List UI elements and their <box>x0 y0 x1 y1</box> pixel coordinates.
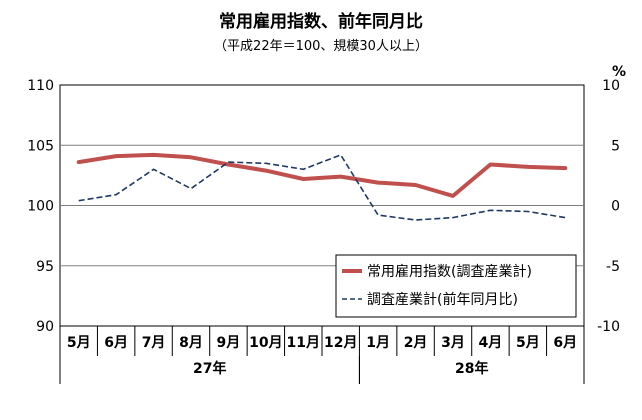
y-right-tick-label: 10 <box>602 78 620 94</box>
x-tick-label: 6月 <box>553 335 577 351</box>
chart-subtitle: （平成22年＝100、規模30人以上） <box>214 39 428 54</box>
x-tick-label: 12月 <box>324 335 357 351</box>
y-left-tick-label: 95 <box>36 259 54 275</box>
series-line-yoy <box>78 153 566 221</box>
y-right-tick-label: -5 <box>606 259 620 275</box>
x-tick-label: 2月 <box>404 335 428 351</box>
x-tick-label: 6月 <box>104 335 128 351</box>
legend: 常用雇用指数(調査産業計) 調査産業計(前年同月比) <box>335 254 577 318</box>
x-tick-label: 10月 <box>249 335 282 351</box>
y-right-tick-label: 5 <box>611 138 620 154</box>
year-label: 27年 <box>193 360 226 377</box>
y-right-unit: % <box>612 64 626 80</box>
y-left-tick-label: 110 <box>27 78 54 94</box>
chart-title: 常用雇用指数、前年同月比 <box>219 11 423 32</box>
x-tick-label: 11月 <box>287 335 320 351</box>
y-right-tick-label: 0 <box>611 199 620 215</box>
series-layer <box>76 152 568 221</box>
x-tick-label: 5月 <box>516 335 540 351</box>
y-right-tick-label: -10 <box>597 319 620 335</box>
year-label: 28年 <box>455 360 488 377</box>
legend-label-index: 常用雇用指数(調査産業計) <box>367 263 532 280</box>
x-tick-label: 7月 <box>142 335 166 351</box>
y-left-tick-label: 105 <box>27 138 54 154</box>
x-tick-label: 5月 <box>67 335 91 351</box>
y-left-tick-label: 90 <box>36 319 54 335</box>
series-line-index <box>76 152 568 198</box>
x-tick-label: 4月 <box>479 335 503 351</box>
legend-label-yoy: 調査産業計(前年同月比) <box>367 291 518 308</box>
legend-box <box>335 254 577 318</box>
x-tick-label: 1月 <box>366 335 390 351</box>
x-tick-label: 3月 <box>441 335 465 351</box>
x-tick-label: 9月 <box>217 335 241 351</box>
y-left-tick-label: 100 <box>27 199 54 215</box>
x-tick-label: 8月 <box>179 335 203 351</box>
